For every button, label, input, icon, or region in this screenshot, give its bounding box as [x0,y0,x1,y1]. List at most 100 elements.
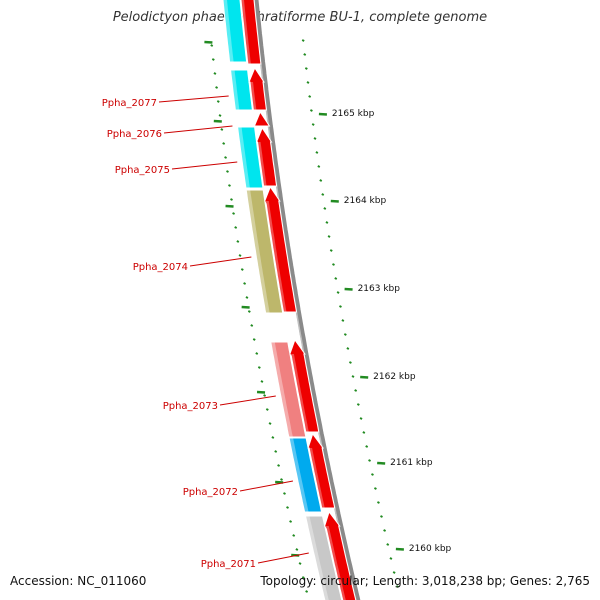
gene-label: Ppha_2071 [201,559,256,570]
tick-dot [315,151,319,154]
tick-dot [365,445,369,448]
tick-dot [332,263,335,266]
arrow-highlight [241,0,251,64]
tick-label: 2164 kbp [344,196,387,206]
block-highlight [305,516,329,600]
gene-label: Ppha_2072 [183,487,238,498]
arrow-highlight [265,201,287,312]
tick-dot [309,109,313,112]
tick-dot [274,450,278,453]
block-highlight [246,190,270,313]
map-title: Pelodictyon phaeoclathratiforme BU-1, co… [112,10,488,25]
tick-dot [336,291,340,294]
tick-dot [283,492,286,495]
tick-dot [373,487,377,490]
tick-dot [213,72,217,75]
topology-text: Topology: circular; Length: 3,018,238 bp… [260,574,590,588]
gene-label: Ppha_2075 [115,165,170,176]
arrow-highlight [257,142,267,186]
tick-dot [277,464,281,467]
tick-dot [348,361,352,364]
tick-dot [218,114,222,117]
gene-labels: Ppha_2077 Ppha_2076 Ppha_2075 Ppha_2074 Ppha… [102,95,309,570]
tick-dot [311,123,315,126]
block-highlight [223,0,234,62]
major-tick [225,204,234,208]
tick-dot [354,389,358,392]
blue-feature-block [288,437,323,513]
tick-dot [303,53,307,56]
tick-dot [371,473,374,476]
tick-dot [319,179,323,182]
tick-label: 2165 kbp [332,109,375,119]
cyan-feature-block [230,69,253,111]
major-tick [241,305,250,309]
tick-dot [313,137,317,140]
tick-dot [211,58,215,61]
tick-dot [323,207,327,210]
cds-arrow [324,510,357,600]
tick-dot [321,193,325,196]
tick-dot [341,319,345,322]
tick-dot [220,128,224,131]
backbone-ring [253,0,361,600]
tick-dot [306,81,310,84]
tick-dot [289,520,293,523]
kbp-tick-labels: 2165 kbp 2164 kbp 2163 kbp 2162 kbp 2161 kbp… [332,109,452,554]
tick-dot [230,198,233,201]
tick-label: 2161 kbp [390,458,433,468]
tick-dot [280,478,283,481]
cds-arrow [255,126,278,187]
tick-dot [234,226,238,229]
tick-dot [380,515,383,518]
tick-dot [252,338,256,341]
tick-dot [257,366,261,369]
arrow-highlight [250,82,257,110]
salmon-feature-block [270,341,307,438]
label-leader [219,395,276,406]
tick-dot [327,235,331,238]
tick-dot [304,67,308,70]
tick-dot [305,590,309,593]
arrow-highlight [290,354,309,432]
cyan-feature-block [222,0,248,63]
accession-text: Accession: NC_011060 [10,574,147,588]
tick-dot [383,529,387,532]
olive-feature-block [245,189,284,314]
feature-tracks [222,0,357,600]
tick-dot [317,165,321,168]
tick-dot [228,184,231,187]
cds-arrow [307,432,336,509]
tick-dot [301,576,305,579]
tick-dot [222,142,226,145]
tick-dot [376,501,380,504]
gene-label: Ppha_2074 [133,262,188,273]
major-tick [204,40,213,44]
tick-dot [247,310,251,313]
cds-arrow [264,185,298,313]
tick-label: 2162 kbp [373,372,416,382]
arrow-highlight [309,448,325,508]
tick-dot [243,282,247,285]
tick-dot [271,436,275,439]
tick-dot [240,268,244,271]
major-tick [318,112,327,116]
tick-dot [356,403,360,406]
label-leader [158,95,229,103]
major-tick [377,461,386,465]
block-highlight [270,342,293,437]
tick-dot [260,380,264,383]
tick-dot [392,571,396,574]
tick-dot [250,324,254,327]
block-highlight [289,438,309,512]
major-tick [344,287,353,291]
grey-feature-block [304,515,343,600]
tick-dot [368,459,371,462]
major-tick [275,480,284,484]
gene-label: Ppha_2077 [102,98,157,109]
major-tick [395,547,404,551]
tick-dot [265,408,269,411]
tick-dot [224,156,228,159]
tick-dot [295,548,299,551]
